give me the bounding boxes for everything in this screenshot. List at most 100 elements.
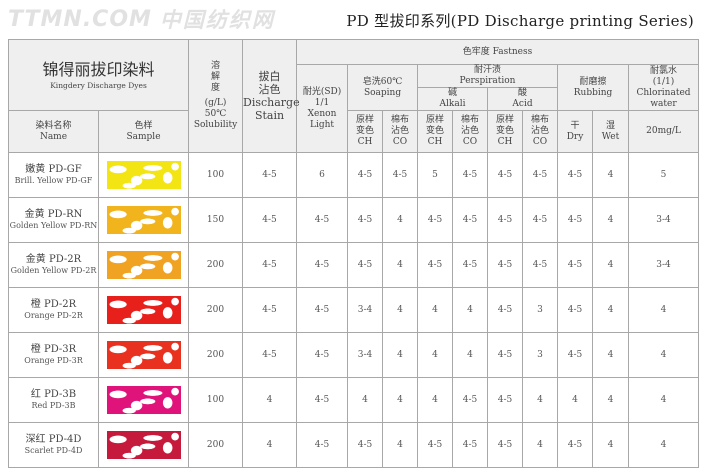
acid-co-value: 4-5 <box>522 152 559 198</box>
soaping-header: 皂洗60℃ Soaping <box>347 64 419 111</box>
dye-name-cn: 深红 PD-4D <box>25 434 82 445</box>
color-swatch <box>106 206 181 234</box>
solubility-en: Solubility <box>193 120 238 130</box>
acid-co-value: 4 <box>522 422 559 468</box>
rubbing-wet-value: 4 <box>592 152 630 198</box>
wet-cn: 湿 <box>606 120 616 131</box>
soaping-ch-value: 4 <box>347 377 384 423</box>
soaping-ch-value: 4-5 <box>347 242 384 288</box>
soaping-co-value: 4 <box>382 422 419 468</box>
solubility-value: 100 <box>188 152 244 198</box>
rubbing-dry-value: 4 <box>557 377 594 423</box>
alkali-co-value: 4-5 <box>452 377 489 423</box>
light-value: 4-5 <box>296 242 349 288</box>
acid-co-header: 棉布沾色 CO <box>522 110 559 153</box>
rubbing-en: Rubbing <box>573 87 613 98</box>
alkali-co-value: 4 <box>452 287 489 333</box>
acid-co-value: 4-5 <box>522 242 559 288</box>
soaping-ch-header: 原样变色 CH <box>347 110 384 153</box>
rubbing-wet-value: 4 <box>592 287 630 333</box>
sample-cell <box>97 422 190 468</box>
sample-cell <box>97 152 190 198</box>
chlorine-ratio: (1/1) <box>652 76 675 87</box>
page-title: PD 型拔印系列(PD Discharge printing Series) <box>346 12 694 30</box>
discharge-header: 拔白沾色 Discharge Stain <box>242 39 300 153</box>
solubility-header: 溶解度 (g/L) 50℃ Solubility <box>188 39 244 153</box>
soaping-co-value: 4 <box>382 242 419 288</box>
dye-name-cn: 金黄 PD-RN <box>24 209 83 220</box>
dye-name-cell: 深红 PD-4D Scarlet PD-4D <box>8 422 99 468</box>
discharge-stain-value: 4 <box>242 377 298 423</box>
discharge-stain-value: 4-5 <box>242 242 298 288</box>
chlorine-en: Chlorinated water <box>636 87 691 109</box>
acid-ch-value: 4-5 <box>487 377 524 423</box>
rubbing-wet-value: 4 <box>592 197 630 243</box>
fastness-header: 色牢度 Fastness <box>296 39 700 65</box>
brand-en: Kingdery Discharge Dyes <box>50 80 147 90</box>
dye-name-cell: 嫩黄 PD-GF Brill. Yellow PD-GF <box>8 152 99 198</box>
sample-cell <box>97 197 190 243</box>
soaping-co-header: 棉布沾色 CO <box>382 110 419 153</box>
dye-name-cn: 橙 PD-2R <box>30 299 77 310</box>
solubility-value: 100 <box>188 377 244 423</box>
alkali-header: 碱 Alkali <box>418 88 489 110</box>
rubbing-cn: 耐磨擦 <box>579 76 607 87</box>
acid-ch-value: 4-5 <box>487 422 524 468</box>
discharge-en: Discharge Stain <box>243 96 300 122</box>
sample-cell <box>97 332 190 378</box>
dye-name-en: Scarlet PD-4D <box>24 446 83 455</box>
alkali-ch-value: 4-5 <box>417 422 454 468</box>
sample-cn: 色样 <box>134 120 153 131</box>
alkali-ch-value: 4 <box>417 332 454 378</box>
light-value: 4-5 <box>296 332 349 378</box>
dye-name-en: Brill. Yellow PD-GF <box>14 176 93 185</box>
watermark-line1: TTMN.COM <box>8 7 152 32</box>
color-swatch <box>106 431 181 459</box>
alkali-co-header: 棉布沾色 CO <box>452 110 489 153</box>
chlorine-value: 4 <box>628 377 700 423</box>
rubbing-wet-value: 4 <box>592 332 630 378</box>
dye-name-cn: 红 PD-3B <box>30 389 77 400</box>
acid-cn: 酸 <box>518 88 528 98</box>
color-swatch <box>106 161 181 189</box>
solubility-value: 150 <box>188 197 244 243</box>
rubbing-wet-value: 4 <box>592 377 630 423</box>
alkali-en: Alkali <box>439 99 466 109</box>
perspiration-cn: 耐汗渍 <box>474 65 502 75</box>
acid-header: 酸 Acid <box>488 88 557 110</box>
dry-cn: 干 <box>570 120 580 131</box>
light-en: Xenon Light <box>307 108 337 130</box>
dye-name-cn: 嫩黄 PD-GF <box>25 164 82 175</box>
alkali-co-value: 4-5 <box>452 152 489 198</box>
rubbing-dry-value: 4-5 <box>557 422 594 468</box>
co-en: CO <box>462 137 478 147</box>
discharge-cn: 拔白沾色 <box>258 70 281 96</box>
ch-en: CH <box>357 137 373 147</box>
soaping-ch-value: 3-4 <box>347 287 384 333</box>
name-header: 染料名称 Name <box>8 110 99 153</box>
acid-ch-value: 4-5 <box>487 287 524 333</box>
dye-name-cell: 橙 PD-3R Orange PD-3R <box>8 332 99 378</box>
dye-name-cell: 橙 PD-2R Orange PD-2R <box>8 287 99 333</box>
color-swatch <box>106 341 181 369</box>
watermark: TTMN.COM 中国纺织网 <box>8 6 275 34</box>
table-row: 深红 PD-4D Scarlet PD-4D 200 4 4-5 4-5 4 4-5 4-5 4-… <box>8 422 700 468</box>
sample-en: Sample <box>126 131 161 142</box>
perspiration-en: Perspiration <box>459 76 516 86</box>
chlorine-cn: 耐氯水 <box>650 65 678 76</box>
acid-co-value: 4-5 <box>522 197 559 243</box>
ch-cn: 原样变色 <box>496 115 515 136</box>
chlorine-value: 4 <box>628 287 700 333</box>
color-swatch <box>106 251 181 279</box>
perspiration-header: 耐汗渍 Perspiration 碱 Alkali 酸 Acid <box>417 64 559 111</box>
rubbing-dry-value: 4-5 <box>557 152 594 198</box>
name-en: Name <box>39 131 68 142</box>
light-header: 耐光(SD) 1/1 Xenon Light <box>296 64 349 153</box>
ch-en: CH <box>497 137 513 147</box>
alkali-ch-value: 4-5 <box>417 242 454 288</box>
dye-name-cn: 金黄 PD-2R <box>25 254 82 265</box>
soaping-co-value: 4 <box>382 197 419 243</box>
dry-en: Dry <box>566 131 584 142</box>
rubbing-dry-value: 4-5 <box>557 197 594 243</box>
soaping-ch-value: 4-5 <box>347 422 384 468</box>
